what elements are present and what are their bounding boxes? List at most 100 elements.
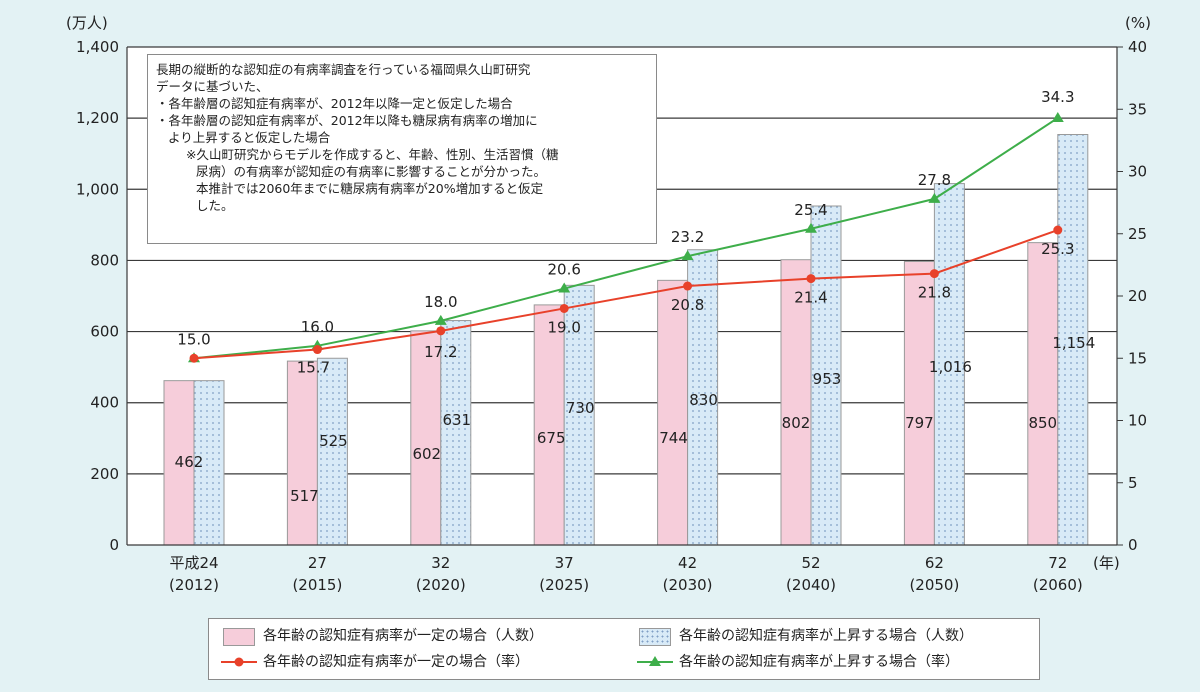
legend-swatch-rising-rate — [637, 656, 673, 666]
line-point-rising-rate — [1051, 111, 1064, 122]
line-label: 25.4 — [794, 201, 827, 219]
y-right-tick-label: 35 — [1128, 100, 1147, 118]
x-tick-label: (2040) — [786, 576, 836, 594]
bar-label-rising: 730 — [566, 399, 595, 417]
bar-rising-count — [440, 320, 472, 546]
y-right-tick-label: 10 — [1128, 412, 1147, 430]
x-tick-label: (2025) — [539, 576, 589, 594]
bar-rising-count — [193, 380, 225, 546]
x-unit: (年) — [1093, 554, 1120, 572]
bar-constant-count — [1027, 242, 1059, 546]
line-point-rising-rate — [928, 192, 941, 203]
line-point-rising-rate — [681, 250, 694, 261]
legend-label-constant-rate: 各年齢の認知症有病率が一定の場合（率） — [263, 654, 529, 670]
line-label: 21.4 — [794, 289, 827, 307]
annotation-line: より上昇すると仮定した場合 — [168, 130, 331, 145]
annotation-line: 尿病）の有病率が認知症の有病率に影響することが分かった。 — [196, 164, 547, 179]
x-tick-label: 27 — [308, 554, 327, 572]
bar-rising-count — [316, 357, 348, 546]
bar-rising-count — [687, 249, 719, 546]
bar-label-constant: 602 — [412, 445, 441, 463]
x-tick-label: 平成24 — [169, 554, 218, 572]
line-point-rising-rate — [434, 314, 447, 325]
line-label: 27.8 — [918, 171, 951, 189]
y-right-tick-label: 30 — [1128, 163, 1147, 181]
annotation-line: した。 — [196, 198, 234, 213]
y-left-tick-label: 0 — [109, 536, 119, 554]
x-tick-label: (2020) — [416, 576, 466, 594]
bar-rising-count — [933, 183, 965, 546]
x-tick-label: 52 — [801, 554, 820, 572]
annotation-line: ※久山町研究からモデルを作成すると、年齢、性別、生活習慣（糖 — [186, 147, 559, 162]
annotation-box: 長期の縦断的な認知症の有病率調査を行っている福岡県久山町研究 データに基づいた、… — [147, 54, 657, 244]
line-point-rising-rate — [558, 282, 571, 293]
line-label: 15.0 — [177, 330, 210, 348]
line-label: 34.3 — [1041, 88, 1074, 106]
y-right-tick-label: 15 — [1128, 349, 1147, 367]
annotation-line: ・各年齢層の認知症有病率が、2012年以降一定と仮定した場合 — [156, 96, 513, 111]
x-tick-label: (2050) — [909, 576, 959, 594]
line-label: 15.7 — [297, 359, 330, 377]
legend-swatch-rising-count — [639, 628, 671, 646]
bar-rising-count — [810, 205, 842, 546]
y-left-tick-label: 200 — [90, 465, 119, 483]
series-line — [193, 117, 1059, 360]
axes: 0 200 400 600 800 1,000 1,200 1,400 0 5 10 15 20 25 30… — [76, 38, 1147, 594]
x-tick-label: 42 — [678, 554, 697, 572]
line-label: 21.8 — [918, 284, 951, 302]
y-left-tick-label: 1,200 — [76, 109, 119, 127]
bar-label-constant: 744 — [659, 429, 688, 447]
y-right-tick-label: 5 — [1128, 474, 1138, 492]
x-tick-label: (2012) — [169, 576, 219, 594]
y-right-tick-label: 0 — [1128, 536, 1138, 554]
y-left-tick-label: 1,000 — [76, 180, 119, 198]
bar-label-constant: 462 — [175, 453, 204, 471]
series-line — [193, 229, 1059, 360]
line-point-constant-rate — [806, 274, 816, 284]
line-point-constant-rate — [189, 353, 199, 363]
bar-label-rising: 631 — [442, 411, 471, 429]
legend-swatch-constant-count — [223, 628, 255, 646]
bar-constant-count — [533, 304, 565, 546]
annotation-line: ・各年齢層の認知症有病率が、2012年以降も糖尿病有病率の増加に — [156, 113, 538, 128]
legend: 各年齢の認知症有病率が一定の場合（人数） 各年齢の認知症有病率が上昇する場合（人… — [208, 618, 1040, 680]
bar-constant-count — [657, 279, 689, 546]
bar-label-rising: 525 — [319, 432, 348, 450]
bar-constant-count — [903, 260, 935, 546]
bar-rising-count — [1057, 134, 1089, 546]
line-label: 18.0 — [424, 293, 457, 311]
bar-label-constant: 850 — [1028, 414, 1057, 432]
x-tick-label: (2060) — [1033, 576, 1083, 594]
x-tick-label: (2030) — [663, 576, 713, 594]
line-label: 17.2 — [424, 343, 457, 361]
y-right-tick-label: 40 — [1128, 38, 1147, 56]
bar-label-rising: 830 — [689, 391, 718, 409]
line-label: 19.0 — [547, 318, 580, 336]
line-point-constant-rate — [559, 303, 569, 313]
line-label: 16.0 — [301, 318, 334, 336]
y-left-unit: (万人) — [66, 14, 108, 32]
bar-label-rising: 1,154 — [1052, 334, 1095, 352]
line-point-constant-rate — [436, 326, 446, 336]
legend-label-rising-count: 各年齢の認知症有病率が上昇する場合（人数） — [679, 628, 973, 644]
data-labels: 462 517 602 675 744 802 797 850 525 631 730 830 953 1… — [175, 88, 1096, 505]
annotation-line: 長期の縦断的な認知症の有病率調査を行っている福岡県久山町研究 — [156, 62, 531, 77]
bar-label-constant: 802 — [782, 414, 811, 432]
x-tick-label: 32 — [431, 554, 450, 572]
x-tick-label: (2015) — [292, 576, 342, 594]
y-left-tick-label: 400 — [90, 394, 119, 412]
y-right-unit: (%) — [1125, 14, 1151, 32]
bar-label-rising: 953 — [813, 370, 842, 388]
y-right-tick-label: 20 — [1128, 287, 1147, 305]
legend-swatch-constant-rate — [221, 657, 257, 667]
x-tick-label: 37 — [555, 554, 574, 572]
legend-label-rising-rate: 各年齢の認知症有病率が上昇する場合（率） — [679, 654, 959, 670]
bar-label-constant: 517 — [290, 487, 319, 505]
y-left-tick-label: 800 — [90, 251, 119, 269]
line-point-constant-rate — [929, 269, 939, 279]
line-label: 25.3 — [1041, 240, 1074, 258]
bar-constant-count — [410, 330, 442, 546]
x-tick-label: 72 — [1048, 554, 1067, 572]
line-point-constant-rate — [1053, 225, 1063, 235]
x-tick-label: 62 — [925, 554, 944, 572]
